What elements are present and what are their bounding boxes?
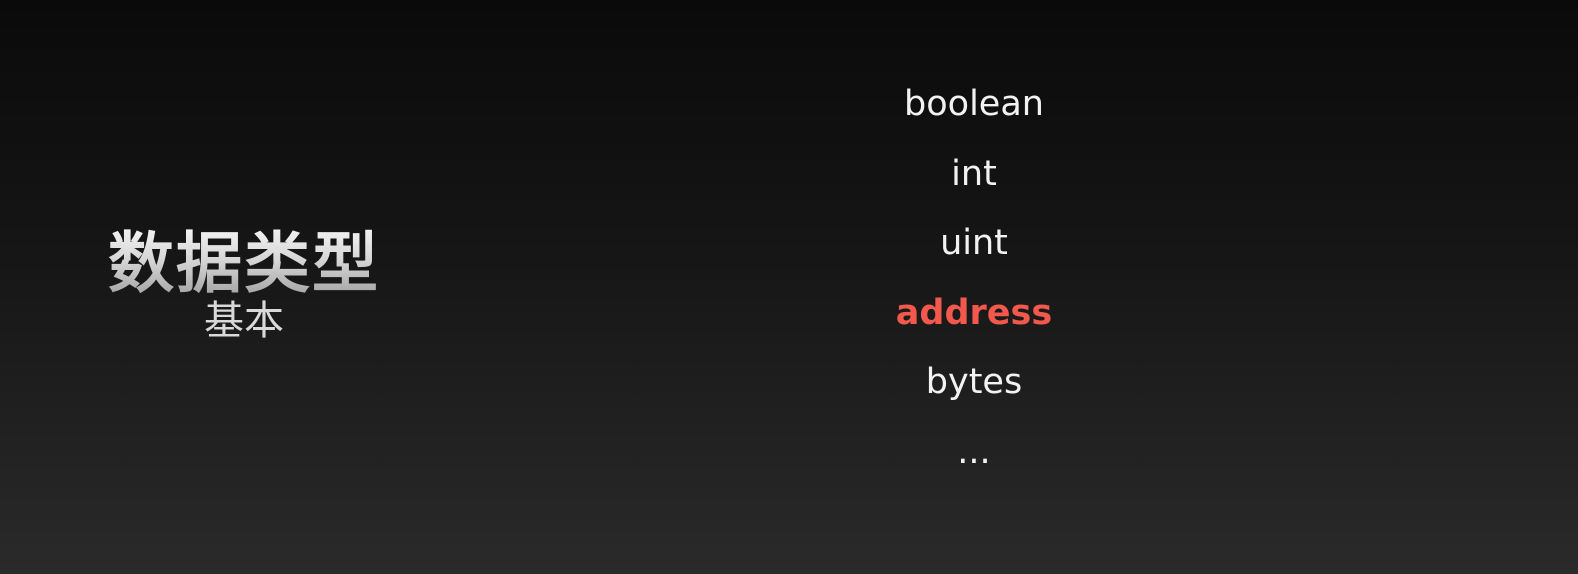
slide-title: 数据类型 — [108, 225, 380, 302]
type-item-uint: uint — [940, 223, 1008, 263]
type-item-int: int — [951, 153, 997, 194]
type-item-boolean: boolean — [904, 84, 1044, 124]
type-item-address: address — [895, 292, 1053, 333]
slide-subtitle: 基本 — [204, 298, 284, 344]
title-block: 数据类型 基本 — [108, 225, 380, 345]
type-item-bytes: bytes — [925, 362, 1023, 402]
data-type-list: boolean int uint address bytes ... — [874, 78, 1074, 495]
type-item-ellipsis: ... — [957, 431, 991, 472]
